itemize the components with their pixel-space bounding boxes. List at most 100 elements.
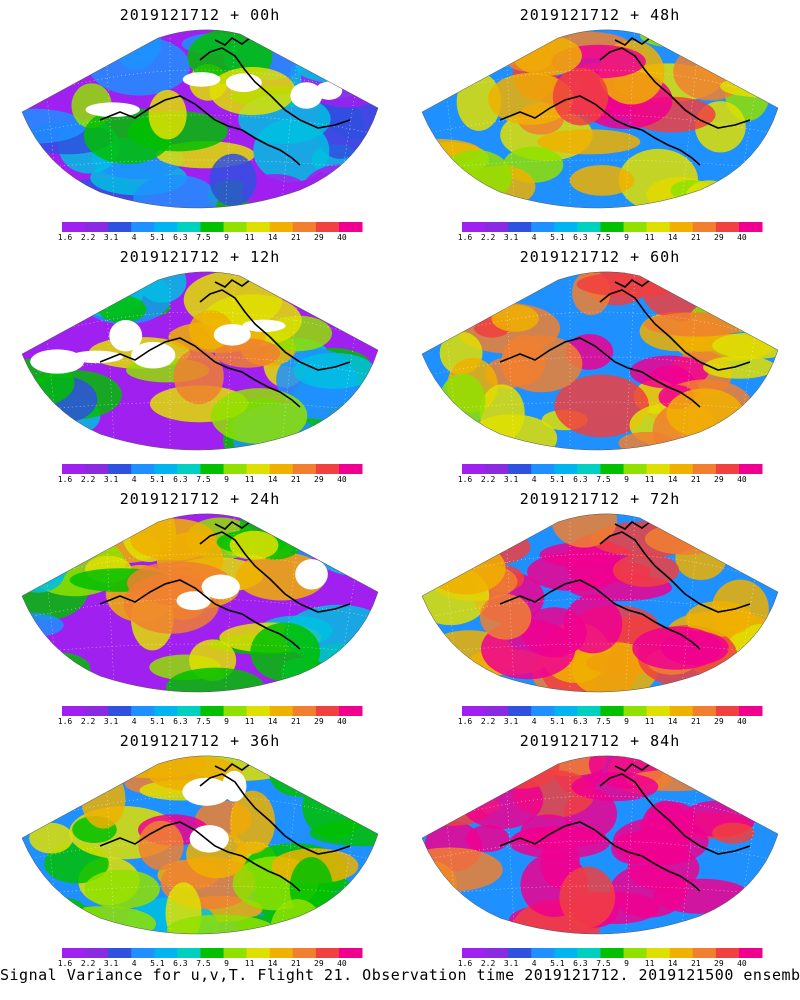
colorbar-swatch: [646, 948, 671, 958]
colorbar-swatch: [554, 706, 578, 716]
variance-contour: [269, 755, 333, 798]
missing-data-area: [182, 777, 231, 806]
variance-contour: [84, 869, 160, 909]
colorbar-swatch: [669, 464, 694, 474]
colorbar-tick-label: 1.6: [457, 959, 473, 968]
colorbar-tick-label: 11: [244, 233, 255, 242]
variance-contour: [138, 271, 187, 303]
colorbar-tick-label: 9: [624, 233, 629, 242]
variance-contour: [316, 526, 378, 576]
colorbar-tick-label: 2.2: [80, 233, 96, 242]
map-boundary: [421, 513, 779, 693]
colorbar-swatch: [200, 948, 225, 958]
colorbar-tick-label: 21: [290, 717, 301, 726]
variance-contour: [685, 600, 754, 637]
colorbar-swatch: [62, 464, 86, 474]
colorbar-swatch: [715, 464, 740, 474]
colorbar-tick-label: 11: [244, 475, 255, 484]
map-panel: 2019121712 + 36h 1.6 2.2 3.1 4 5.1 6.3 7.5 9 11 14…: [0, 726, 400, 968]
variance-contour: [36, 764, 79, 793]
colorbar-swatch: [531, 464, 555, 474]
colorbar-swatch: [338, 222, 363, 232]
colorbar-tick-label: 40: [337, 959, 347, 968]
variance-contour: [34, 29, 91, 60]
colorbar-tick-label: 14: [267, 959, 278, 968]
colorbar-tick-label: 2.2: [80, 475, 96, 484]
colorbar-tick-label: 2.2: [480, 959, 496, 968]
map-boundary: [21, 513, 379, 693]
colorbar-swatch: [108, 464, 132, 474]
variance-contour: [465, 825, 510, 853]
colorbar-tick-label: 6.3: [573, 717, 588, 726]
colorbar-tick-label: 2.2: [80, 717, 96, 726]
graticule-line: [22, 356, 378, 378]
colorbar-tick-label: 3.1: [503, 959, 519, 968]
colorbar-tick-label: 29: [714, 717, 724, 726]
variance-contour: [500, 335, 583, 393]
colorbar-swatch: [269, 222, 294, 232]
variance-contour: [52, 906, 157, 935]
colorbar-swatch: [62, 706, 86, 716]
graticule-line: [422, 356, 778, 378]
variance-contour: [629, 355, 709, 389]
colorbar-swatch: [600, 464, 625, 474]
panel-title: 2019121712 + 24h: [119, 490, 281, 508]
colorbar-swatch: [269, 464, 294, 474]
variance-contour: [22, 290, 72, 316]
graticule-line: [422, 401, 778, 413]
colorbar-tick-label: 1.6: [457, 233, 473, 242]
map-panel: 2019121712 + 48h 1.6 2.2 3.1 4 5.1 6.3 7.5 9 11 14…: [400, 0, 800, 242]
map-panel: 2019121712 + 12h 1.6 2.2 3.1 4 5.1 6.3 7.5 9 11 14…: [0, 242, 400, 484]
colorbar-tick-label: 3.1: [103, 717, 119, 726]
colorbar-swatch: [485, 706, 509, 716]
colorbar-swatch: [554, 222, 578, 232]
colorbar-tick-label: 14: [267, 233, 278, 242]
variance-contour: [713, 421, 774, 451]
colorbar-swatch: [600, 948, 625, 958]
colorbar-labels: 1.6 2.2 3.1 4 5.1 6.3 7.5 9 11 14 21 29 40: [400, 717, 800, 727]
colorbar-tick-label: 14: [667, 233, 678, 242]
colorbar-tick-label: 4: [531, 959, 537, 968]
colorbar-swatch: [131, 948, 155, 958]
colorbar-swatch: [200, 222, 225, 232]
colorbar-tick-label: 4: [531, 233, 537, 242]
missing-data-area: [225, 73, 262, 93]
colorbar-swatch: [108, 222, 132, 232]
colorbar-swatch: [131, 464, 155, 474]
colorbar-tick-label: 6.3: [573, 233, 588, 242]
variance-contour: [666, 388, 744, 439]
colorbar-tick-label: 4: [531, 717, 537, 726]
colorbar-tick-label: 21: [290, 475, 301, 484]
colorbar-swatch: [154, 222, 178, 232]
variance-contour: [618, 431, 675, 451]
missing-data-area: [315, 81, 343, 100]
variance-map: [421, 29, 779, 209]
variance-contour: [661, 631, 729, 665]
colorbar-labels: 1.6 2.2 3.1 4 5.1 6.3 7.5 9 11 14 21 29 40: [400, 475, 800, 485]
variance-contour: [138, 820, 184, 871]
colorbar-tick-label: 2.2: [480, 717, 496, 726]
colorbar-swatch: [646, 464, 671, 474]
colorbar-tick-label: 21: [690, 717, 701, 726]
panel-title: 2019121712 + 48h: [519, 6, 681, 24]
variance-contour: [520, 814, 578, 850]
graticule-line: [22, 598, 378, 620]
variance-contour: [27, 548, 69, 585]
colorbar-swatch: [531, 706, 555, 716]
colorbar-swatch: [738, 222, 763, 232]
map-boundary: [21, 271, 379, 451]
variance-contour: [37, 29, 90, 69]
variance-contour: [448, 513, 490, 547]
variance-contour: [250, 622, 321, 682]
variance-map: [421, 271, 779, 451]
map-panel: 2019121712 + 84h 1.6 2.2 3.1 4 5.1 6.3 7.5 9 11 14…: [400, 726, 800, 968]
colorbar-swatch: [462, 222, 486, 232]
variance-contour: [22, 665, 99, 693]
colorbar-swatch: [246, 464, 271, 474]
colorbar-swatch: [315, 706, 340, 716]
colorbar-swatch: [669, 222, 694, 232]
panel-title: 2019121712 + 60h: [519, 248, 681, 266]
colorbar-swatch: [177, 222, 201, 232]
variance-contour: [81, 768, 126, 829]
missing-data-area: [30, 349, 85, 374]
